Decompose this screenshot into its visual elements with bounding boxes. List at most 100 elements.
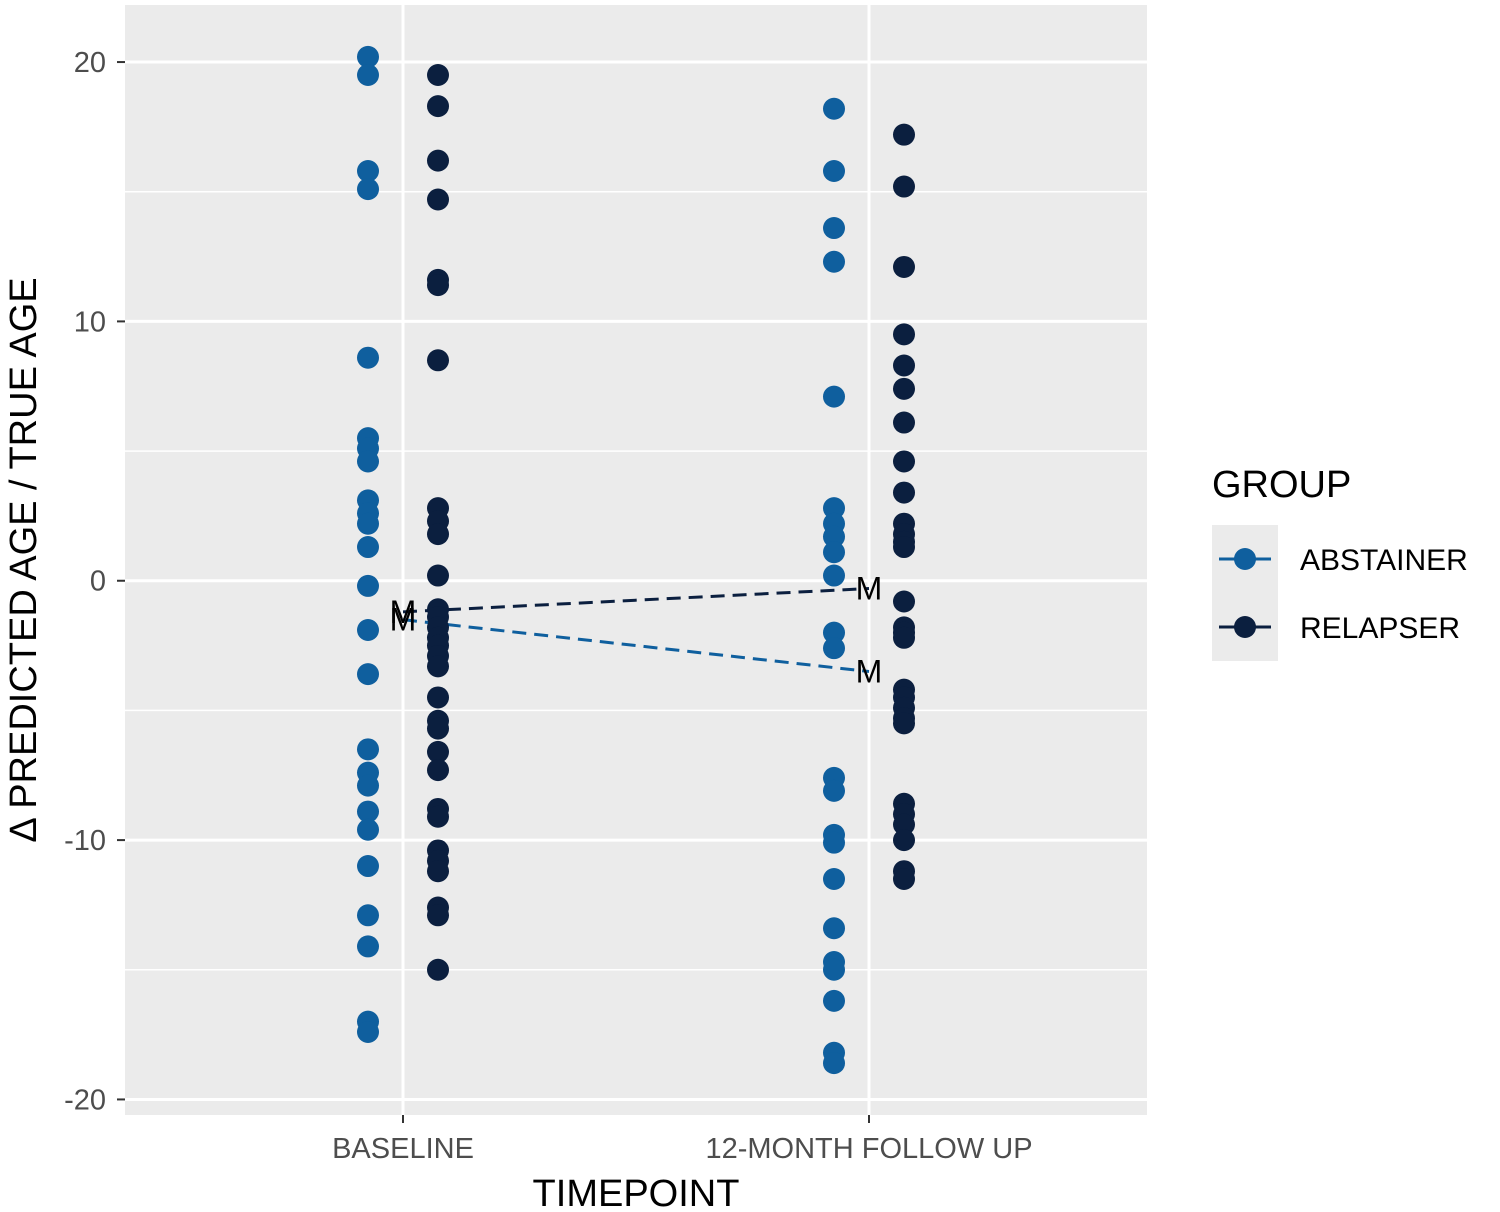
x-tick-label: BASELINE [332, 1133, 474, 1165]
gridlines [125, 5, 1147, 1115]
data-point-abstainer [823, 831, 845, 854]
data-point-relapser [893, 481, 915, 504]
data-point-relapser [893, 590, 915, 613]
data-point-abstainer [823, 525, 845, 548]
data-point-relapser [893, 411, 915, 434]
data-point-abstainer [823, 97, 845, 120]
data-point-abstainer [357, 800, 379, 823]
mean-line-relapser [402, 587, 870, 614]
data-point-abstainer [357, 512, 379, 535]
data-point-abstainer [357, 818, 379, 841]
legend-title: GROUP [1212, 464, 1351, 506]
data-point-relapser [427, 188, 449, 211]
data-point-abstainer [823, 779, 845, 802]
data-point-relapser [427, 860, 449, 883]
data-point-abstainer [823, 1052, 845, 1075]
data-point-abstainer [823, 541, 845, 564]
legend: GROUP ABSTAINER RELAPSER [1212, 464, 1468, 661]
data-point-relapser [893, 712, 915, 735]
data-point-relapser [893, 813, 915, 836]
y-tick-label: 0 [90, 566, 106, 598]
x-axis-title: TIMEPOINT [533, 1173, 740, 1212]
data-point-relapser [427, 805, 449, 828]
data-point-relapser [893, 536, 915, 559]
data-point-relapser [427, 274, 449, 297]
y-tick-label: 20 [74, 47, 106, 79]
mean-marker-label: M [856, 654, 883, 690]
mean-marker-label: M [390, 602, 417, 638]
data-point-relapser [893, 377, 915, 400]
legend-label-relapser: RELAPSER [1300, 612, 1460, 645]
data-point-relapser [427, 564, 449, 587]
data-point-relapser [427, 655, 449, 678]
data-point-abstainer [357, 619, 379, 642]
data-point-abstainer [823, 637, 845, 660]
data-point-abstainer [357, 346, 379, 369]
data-point-relapser [893, 255, 915, 278]
data-point-abstainer [823, 867, 845, 890]
y-axis: -20 -10 0 10 20 [64, 47, 125, 1116]
data-point-abstainer [823, 159, 845, 182]
data-point-abstainer [357, 536, 379, 559]
data-point-abstainer [823, 621, 845, 644]
plot-panel [125, 5, 1147, 1115]
data-point-relapser [427, 523, 449, 546]
data-point-abstainer [357, 574, 379, 597]
data-point-abstainer [357, 904, 379, 927]
data-point-abstainer [357, 935, 379, 958]
data-point-abstainer [823, 564, 845, 587]
data-point-abstainer [357, 450, 379, 473]
legend-keys-background [1212, 525, 1278, 661]
data-point-relapser [427, 349, 449, 372]
data-point-relapser [893, 175, 915, 198]
legend-key-point [1234, 548, 1256, 570]
data-point-abstainer [357, 64, 379, 87]
mean-lines [402, 587, 870, 674]
data-point-relapser [893, 123, 915, 146]
data-point-relapser [893, 626, 915, 649]
x-axis: BASELINE 12-MONTH FOLLOW UP [332, 1115, 1033, 1165]
data-point-relapser [427, 64, 449, 87]
data-point-abstainer [357, 855, 379, 878]
data-point-relapser [427, 958, 449, 981]
y-tick-label: -10 [64, 825, 106, 857]
data-point-abstainer [357, 45, 379, 68]
data-point-relapser [427, 95, 449, 118]
y-axis-title: Δ PREDICTED AGE / TRUE AGE [3, 277, 45, 842]
data-point-abstainer [823, 217, 845, 240]
data-point-abstainer [357, 774, 379, 797]
data-point-relapser [427, 149, 449, 172]
data-point-relapser [427, 759, 449, 782]
y-tick-label: 10 [74, 306, 106, 338]
data-point-relapser [893, 867, 915, 890]
y-tick-label: -20 [64, 1084, 106, 1116]
data-point-abstainer [357, 159, 379, 182]
data-point-abstainer [823, 917, 845, 940]
x-tick-label: 12-MONTH FOLLOW UP [705, 1133, 1032, 1165]
data-point-relapser [427, 740, 449, 763]
mean-line-abstainer [402, 618, 870, 674]
data-point-abstainer [357, 1021, 379, 1044]
mean-marker-label: M [390, 594, 417, 630]
data-point-relapser [893, 323, 915, 346]
data-point-relapser [893, 354, 915, 377]
data-point-abstainer [357, 663, 379, 686]
data-points [357, 45, 915, 1075]
data-point-relapser [427, 717, 449, 740]
legend-key-point [1234, 616, 1256, 638]
legend-label-abstainer: ABSTAINER [1300, 544, 1468, 577]
data-point-relapser [427, 904, 449, 927]
data-point-relapser [893, 829, 915, 852]
data-point-abstainer [823, 958, 845, 981]
data-point-abstainer [823, 497, 845, 520]
data-point-relapser [893, 450, 915, 473]
data-point-abstainer [357, 178, 379, 201]
data-point-abstainer [823, 250, 845, 273]
data-point-abstainer [823, 989, 845, 1012]
mean-marker-label: M [856, 571, 883, 607]
data-point-abstainer [357, 738, 379, 761]
data-point-relapser [427, 686, 449, 709]
data-point-abstainer [823, 385, 845, 408]
